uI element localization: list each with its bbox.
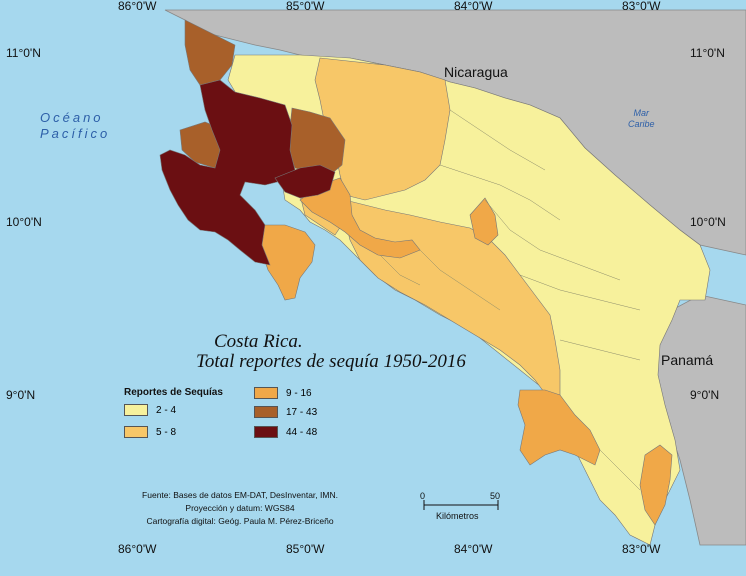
legend-swatch [124,426,148,438]
region-9-16-south [517,389,601,466]
scale-bar [423,500,499,510]
bottom-tick-85w: 85°0'W [286,542,325,556]
scale-end-label: 50 [490,491,501,501]
panama-label: Panamá [661,352,714,368]
map-credits: Fuente: Bases de datos EM-DAT, DesInvent… [110,489,370,528]
legend-swatch [254,387,278,399]
right-tick-11n: 11°0'N [690,46,725,60]
bottom-tick-86w: 86°0'W [118,542,157,556]
top-tick-84w: 84°0'W [454,0,493,13]
legend-item-17-43: 17 - 43 [254,406,317,418]
legend-label: 2 - 4 [156,404,177,416]
map-title-line2: Total reportes de sequía 1950-2016 [196,351,466,372]
legend-item-44-48: 44 - 48 [254,426,317,438]
caribe-label-line2: Caribe [628,119,655,129]
internal-boundaries [379,109,641,491]
nicaragua-label: Nicaragua [444,64,508,80]
region-9-16-nicoya [261,224,316,301]
legend-swatch [124,404,148,416]
legend-label: 44 - 48 [286,426,318,438]
legend-item-9-16: 9 - 16 [254,387,312,399]
bottom-tick-84w: 84°0'W [454,542,493,556]
top-tick-83w: 83°0'W [622,0,661,13]
legend-label: 5 - 8 [156,426,177,438]
region-9-16-gulf [299,177,421,259]
bottom-tick-83w: 83°0'W [622,542,661,556]
ocean-label-line1: Océano [40,110,104,125]
region-44-48-main [159,79,296,266]
caribe-label-line1: Mar [633,108,650,118]
map-title: Costa Rica. Total reportes de sequía 195… [196,332,466,372]
right-tick-9n: 9°0'N [690,388,720,402]
legend-title: Reportes de Sequías [124,387,223,398]
ocean-label: Océano Pacífico [40,110,110,142]
scale-unit-label: Kilómetros [436,511,479,521]
right-tick-10n: 10°0'N [690,215,726,229]
ocean-label-line2: Pacífico [40,126,111,141]
top-tick-85w: 85°0'W [286,0,325,13]
legend-item-2-4: 2 - 4 [124,404,176,416]
credits-line1: Fuente: Bases de datos EM-DAT, DesInvent… [142,490,338,500]
left-tick-10n: 10°0'N [6,215,42,229]
region-9-16-central [469,197,499,246]
legend-label: 9 - 16 [286,387,312,399]
legend-swatch [254,426,278,438]
top-tick-86w: 86°0'W [118,0,157,13]
region-9-16-southeast [639,444,673,526]
left-tick-9n: 9°0'N [6,388,36,402]
legend-label: 17 - 43 [286,406,318,418]
scale-start-label: 0 [420,491,426,501]
credits-line2: Proyección y datum: WGS84 [185,503,295,513]
map-title-line1: Costa Rica. [214,331,303,352]
left-tick-11n: 11°0'N [6,46,41,60]
credits-line3: Cartografía digital: Geóg. Paula M. Pére… [146,516,334,526]
caribe-label: Mar Caribe [628,108,655,130]
legend-item-5-8: 5 - 8 [124,426,176,438]
legend-swatch [254,406,278,418]
region-44-48-gulf [274,164,336,199]
